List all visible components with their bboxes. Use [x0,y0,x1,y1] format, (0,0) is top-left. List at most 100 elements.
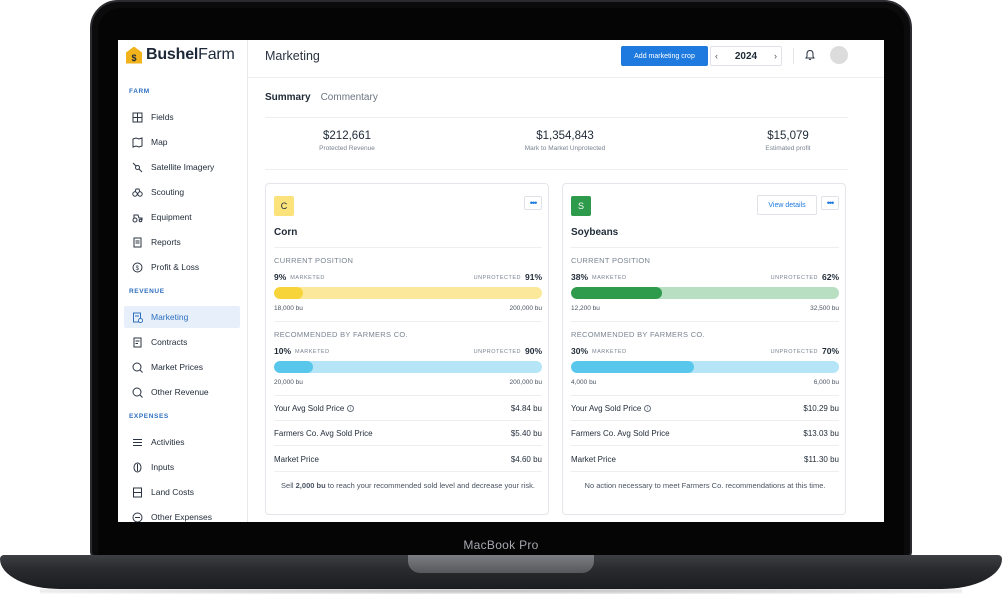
map-icon [131,136,143,148]
current-position-progress-bar [571,287,839,299]
sidebar-item-inputs[interactable]: Inputs [124,456,240,478]
sidebar-item-label: Reports [151,237,181,247]
recommended-label: RECOMMENDED BY FARMERS CO. [571,330,705,339]
current-position-label: CURRENT POSITION [274,256,354,265]
stat-estimated-profit: $15,079 Estimated profit [765,130,811,152]
sidebar-item-label: Inputs [151,462,175,472]
current-position-percentages: 9% MARKETED UNPROTECTED 91% [274,272,542,282]
sidebar-item-market-prices[interactable]: Market Prices [124,356,240,378]
current-position-percentages: 38% MARKETED UNPROTECTED 62% [571,272,839,282]
info-icon[interactable]: i [644,405,652,412]
sidebar-item-label: Equipment [151,212,192,222]
tab-commentary[interactable]: Commentary [320,92,378,103]
sidebar-item-label: Activities [151,437,185,447]
sidebar-item-other-revenue[interactable]: Other Revenue [124,381,240,403]
recommended-bushels: 20,000 bu 200,000 bu [274,379,542,386]
svg-text:$: $ [135,266,139,272]
crop-card-corn: C ••• Corn CURRENT POSITION 9% MARKETED UNPROT… [265,183,549,515]
progress-fill [274,287,304,299]
price-row: Your Avg Sold Price i $4.84 bu [274,397,542,421]
binoculars-icon [131,186,143,198]
current-position-progress-bar [274,287,542,299]
top-bar: Marketing Add marketing crop ‹ 2024 › [248,40,884,78]
view-details-button[interactable]: View details [757,195,817,215]
crop-name: Soybeans [571,227,619,238]
logo[interactable]: $ BushelFarm [126,46,235,64]
price-row: Farmers Co. Avg Sold Price $13.03 bu [571,422,839,446]
sidebar: $ BushelFarm FARM Fields Map Satellite Imag… [118,40,248,522]
sidebar-item-fields[interactable]: Fields [124,106,240,128]
contract-icon [131,336,143,348]
progress-fill [571,287,663,299]
bell-icon[interactable] [804,49,816,61]
sidebar-item-label: Map [151,137,168,147]
sidebar-item-label: Land Costs [151,487,194,497]
price-row: Farmers Co. Avg Sold Price $5.40 bu [274,422,542,446]
sidebar-item-label: Contracts [151,337,188,347]
sidebar-item-label: Other Expenses [151,512,212,522]
seed-icon [131,461,143,473]
recommendation-note: No action necessary to meet Farmers Co. … [584,481,826,490]
tabs: Summary Commentary [265,92,378,103]
marketing-icon [131,311,143,323]
sidebar-item-label: Market Prices [151,362,203,372]
grid-icon [131,111,143,123]
recommended-percentages: 10% MARKETED UNPROTECTED 90% [274,346,542,356]
sidebar-item-activities[interactable]: Activities [124,431,240,453]
sidebar-item-reports[interactable]: Reports [124,231,240,253]
sidebar-item-profit-loss[interactable]: $ Profit & Loss [124,256,240,278]
year-selector: ‹ 2024 › [710,46,782,66]
price-row: Market Price $11.30 bu [571,454,839,464]
chevron-right-icon[interactable]: › [774,51,777,61]
year-value: 2024 [734,50,758,62]
price-row: Market Price $4.60 bu [274,454,542,464]
stat-protected-revenue: $212,661 Protected Revenue [319,130,375,152]
sidebar-item-marketing[interactable]: Marketing [124,306,240,328]
sidebar-item-label: Profit & Loss [151,262,200,272]
tractor-icon [131,211,143,223]
sidebar-item-label: Fields [151,112,174,122]
sidebar-item-equipment[interactable]: Equipment [124,206,240,228]
sidebar-item-label: Satellite Imagery [151,162,215,172]
recommended-label: RECOMMENDED BY FARMERS CO. [274,330,408,339]
laptop-notch [408,555,594,573]
sidebar-item-label: Other Revenue [151,387,209,397]
progress-fill [571,361,695,373]
app-screen: $ BushelFarm FARM Fields Map Satellite Imag… [118,40,884,522]
satellite-icon [131,161,143,173]
more-options-icon[interactable]: ••• [821,196,839,210]
crop-card-soybeans: S View details ••• Soybeans CURRENT POSITION… [562,183,846,515]
add-marketing-crop-button[interactable]: Add marketing crop [621,46,708,66]
page-title: Marketing [265,49,320,63]
sidebar-item-other-expenses[interactable]: Other Expenses [124,506,240,522]
report-icon [131,236,143,248]
sidebar-item-scouting[interactable]: Scouting [124,181,240,203]
tab-summary[interactable]: Summary [265,92,311,103]
crop-name: Corn [274,227,298,238]
land-icon [131,486,143,498]
sidebar-item-map[interactable]: Map [124,131,240,153]
summary-stats: $212,661 Protected Revenue $1,354,843 Ma… [265,118,848,170]
info-icon[interactable]: i [347,405,355,412]
logo-icon: $ [126,46,142,64]
main-content: Marketing Add marketing crop ‹ 2024 › Su… [248,40,884,522]
price-row: Your Avg Sold Price i $10.29 bu [571,397,839,421]
more-options-icon[interactable]: ••• [524,196,542,210]
current-position-bushels: 18,000 bu 200,000 bu [274,305,542,312]
dollar-icon: $ [131,261,143,273]
current-position-bushels: 12,200 bu 32,500 bu [571,305,839,312]
nav-section-expenses: EXPENSES [129,413,169,420]
recommended-percentages: 30% MARKETED UNPROTECTED 70% [571,346,839,356]
crop-badge: S [571,196,591,216]
sidebar-item-satellite-imagery[interactable]: Satellite Imagery [124,156,240,178]
nav-section-farm: FARM [129,88,150,95]
sidebar-item-label: Marketing [151,312,189,322]
sidebar-item-contracts[interactable]: Contracts [124,331,240,353]
recommended-progress-bar [274,361,542,373]
sidebar-item-land-costs[interactable]: Land Costs [124,481,240,503]
expense-icon [131,511,143,522]
chevron-left-icon[interactable]: ‹ [715,51,718,61]
recommended-bushels: 4,000 bu 6,000 bu [571,379,839,386]
avatar[interactable] [830,46,848,64]
stat-mark-to-market: $1,354,843 Mark to Market Unprotected [524,130,606,152]
